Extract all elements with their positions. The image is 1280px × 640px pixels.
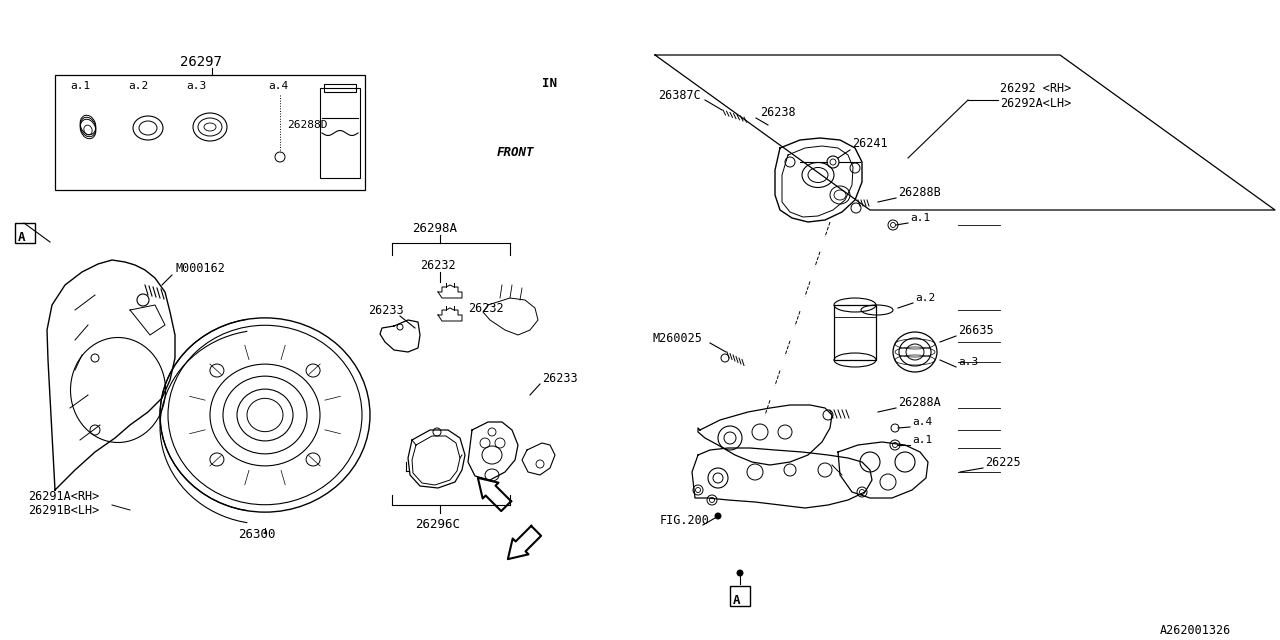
Circle shape (737, 570, 742, 576)
Text: a.1: a.1 (913, 435, 932, 445)
Text: 26297: 26297 (180, 55, 221, 69)
Bar (320, 88, 360, 178)
Text: 26233: 26233 (369, 303, 403, 317)
Text: 26288D: 26288D (287, 120, 328, 130)
Text: 26238: 26238 (760, 106, 796, 118)
Text: A: A (18, 230, 26, 243)
Text: a.3: a.3 (186, 81, 206, 91)
Text: a.4: a.4 (268, 81, 288, 91)
Bar (324, 84, 356, 92)
Text: 26292A<LH>: 26292A<LH> (1000, 97, 1071, 109)
Text: M000162: M000162 (175, 262, 225, 275)
Text: 26225: 26225 (986, 456, 1020, 468)
Text: 26291B<LH>: 26291B<LH> (28, 504, 100, 518)
Text: 26292 <RH>: 26292 <RH> (1000, 81, 1071, 95)
Text: a.1: a.1 (70, 81, 91, 91)
Text: 26241: 26241 (852, 136, 887, 150)
Text: 26298A: 26298A (412, 221, 457, 234)
Bar (55, 75, 365, 190)
Bar (730, 586, 750, 606)
Text: IN: IN (541, 77, 557, 90)
Text: FRONT: FRONT (497, 145, 535, 159)
Text: 26635: 26635 (957, 323, 993, 337)
Text: A262001326: A262001326 (1160, 623, 1231, 637)
Bar (15, 223, 35, 243)
Bar (835, 305, 876, 360)
Text: a.2: a.2 (915, 293, 936, 303)
Text: a.3: a.3 (957, 357, 978, 367)
Text: 26288A: 26288A (899, 396, 941, 408)
Text: 26232: 26232 (468, 301, 503, 314)
Text: 26288B: 26288B (899, 186, 941, 198)
Text: a.1: a.1 (910, 213, 931, 223)
Text: 26233: 26233 (541, 371, 577, 385)
Text: 26232: 26232 (420, 259, 456, 271)
Text: 26387C: 26387C (658, 88, 700, 102)
Text: a.4: a.4 (913, 417, 932, 427)
Text: M260025: M260025 (652, 332, 701, 344)
Text: 26300: 26300 (238, 529, 275, 541)
Circle shape (716, 513, 721, 519)
Text: 26291A<RH>: 26291A<RH> (28, 490, 100, 504)
Text: 26296C: 26296C (415, 518, 460, 531)
Text: A: A (733, 593, 741, 607)
Text: a.2: a.2 (128, 81, 148, 91)
Text: FIG.200: FIG.200 (660, 513, 710, 527)
